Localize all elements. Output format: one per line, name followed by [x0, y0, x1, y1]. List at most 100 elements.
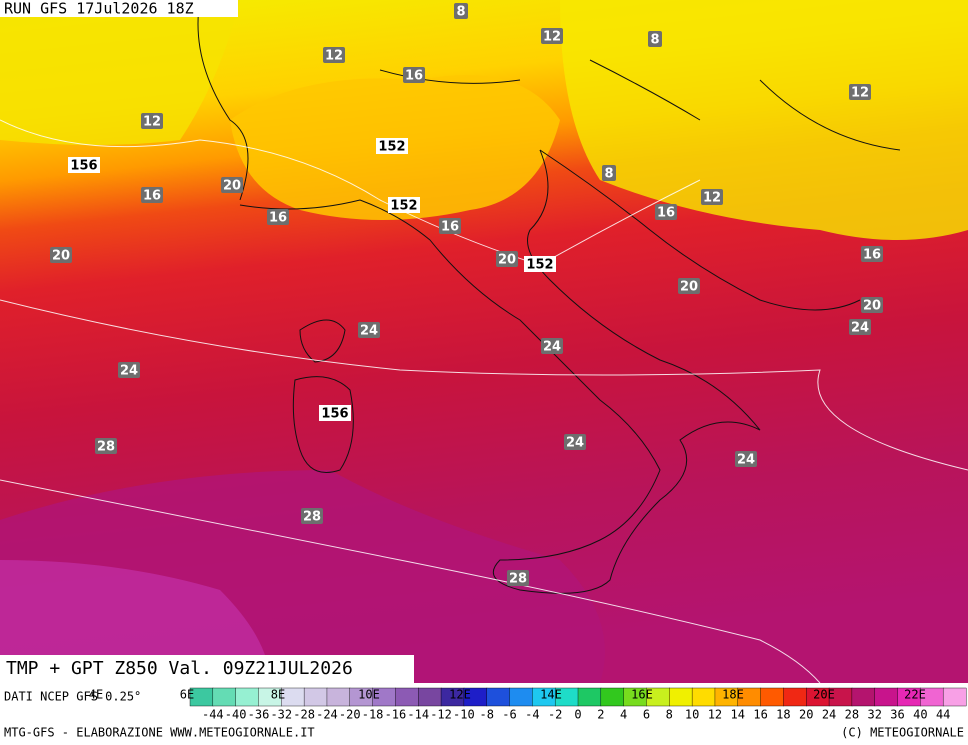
header-box [0, 0, 238, 17]
temperature-label-box [861, 246, 883, 262]
temperature-label: 20 [223, 179, 241, 194]
temperature-label-box [323, 47, 345, 63]
colorbar-label: -40 [225, 708, 247, 722]
colorbar-label: 18 [776, 708, 790, 722]
longitude-label: 12E [449, 688, 471, 702]
temperature-label-box [221, 177, 243, 193]
temperature-label: 24 [851, 321, 869, 336]
temperature-label: 20 [498, 253, 516, 268]
title-box [0, 655, 414, 683]
temperature-label: 8 [650, 33, 659, 48]
colorbar-label: -14 [407, 708, 429, 722]
temperature-label: 24 [120, 364, 138, 379]
temperature-label: 16 [863, 248, 881, 263]
temperature-label-box [564, 434, 586, 450]
geopotential-label: 156 [321, 407, 348, 422]
coastlines [197, 0, 901, 594]
colorbar-cell [600, 687, 625, 707]
colorbar-label: 2 [597, 708, 604, 722]
longitude-label: 20E [813, 688, 835, 702]
temperature-label-box [735, 451, 757, 467]
credit: MTG-GFS - ELABORAZIONE WWW.METEOGIORNALE… [4, 726, 315, 740]
colorbar-label: 14 [731, 708, 745, 722]
colorbar-label: 20 [799, 708, 813, 722]
temperature-label-box [358, 322, 380, 338]
colorbar-label: -20 [339, 708, 361, 722]
colorbar-cell [212, 687, 237, 707]
longitude-label: 6E [180, 688, 194, 702]
geopotential-label-box [376, 138, 408, 154]
temperature-label: 16 [143, 189, 161, 204]
geopotential-label: 152 [390, 199, 417, 214]
copyright: (C) METEOGIORNALE [841, 726, 964, 740]
temperature-label-box [439, 218, 461, 234]
temperature-label: 12 [703, 191, 721, 206]
longitude-label: 8E [271, 688, 285, 702]
map-title: TMP + GPT Z850 Val. 09Z21JUL2026 [6, 658, 353, 679]
colorbar-cell [669, 687, 693, 707]
geopotential-label-box [524, 256, 556, 272]
temperature-label: 8 [604, 167, 613, 182]
temperature-label-box [454, 3, 468, 19]
temperature-label: 16 [405, 69, 423, 84]
temperature-label: 12 [325, 49, 343, 64]
colorbar-cell [783, 687, 807, 707]
geopotential-label-box [319, 405, 351, 421]
temperature-label: 20 [863, 299, 881, 314]
colorbar-cell [760, 687, 784, 707]
colorbar-label: -6 [502, 708, 516, 722]
temperature-label-box [541, 338, 563, 354]
colorbar-cell [509, 687, 533, 707]
longitude-label: 22E [904, 688, 926, 702]
temperature-label-box [141, 113, 163, 129]
longitude-label: 18E [722, 688, 744, 702]
temperature-label: 20 [680, 280, 698, 295]
temperature-label-box [861, 297, 883, 313]
colorbar-label: -4 [525, 708, 539, 722]
colorbar-label: -24 [316, 708, 338, 722]
geopotential-label-box [388, 197, 420, 213]
temperature-label-box [655, 204, 677, 220]
colorbar-label: -16 [385, 708, 407, 722]
temperature-label-box [678, 278, 700, 294]
temperature-label: 28 [509, 572, 527, 587]
colorbar-cell [326, 687, 351, 707]
colorbar-label: 24 [822, 708, 836, 722]
temperature-label-box [496, 251, 518, 267]
colorbar-label: -28 [293, 708, 315, 722]
temperature-label-box [507, 570, 529, 586]
geopotential-label: 156 [70, 159, 97, 174]
temperature-label: 12 [143, 115, 161, 130]
temperature-label-box [403, 67, 425, 83]
temperature-label: 28 [97, 440, 115, 455]
temperature-label: 28 [303, 510, 321, 525]
colorbar-label: 4 [620, 708, 627, 722]
colorbar-label: -32 [270, 708, 292, 722]
colorbar-cell [486, 687, 511, 707]
temperature-label-box [602, 165, 616, 181]
colorbar-label: 28 [845, 708, 859, 722]
temperature-label-box [541, 28, 563, 44]
temperature-label: 12 [851, 86, 869, 101]
colorbar-cell [691, 687, 716, 707]
colorbar-cell [395, 687, 419, 707]
colorbar-label: 12 [708, 708, 722, 722]
temperature-label: 8 [456, 5, 465, 20]
longitude-label: 16E [631, 688, 653, 702]
colorbar-cell [851, 687, 876, 707]
balkan-cool-area [560, 0, 968, 240]
geopotential-label: 152 [378, 140, 405, 155]
colorbar-cell [874, 687, 899, 707]
colorbar-cell [418, 687, 442, 707]
longitude-label: 14E [540, 688, 562, 702]
colorbar-label: 36 [890, 708, 904, 722]
colorbar-cell [942, 687, 967, 707]
temperature-label-box [118, 362, 140, 378]
colorbar-label: -10 [453, 708, 475, 722]
colorbar-cell [303, 687, 328, 707]
colorbar-label: -8 [479, 708, 493, 722]
temperature-label-box [701, 189, 723, 205]
geopotential-isolines [0, 119, 968, 684]
temperature-label-box [95, 438, 117, 454]
run-info: RUN GFS 17Jul2026 18Z [4, 0, 194, 18]
